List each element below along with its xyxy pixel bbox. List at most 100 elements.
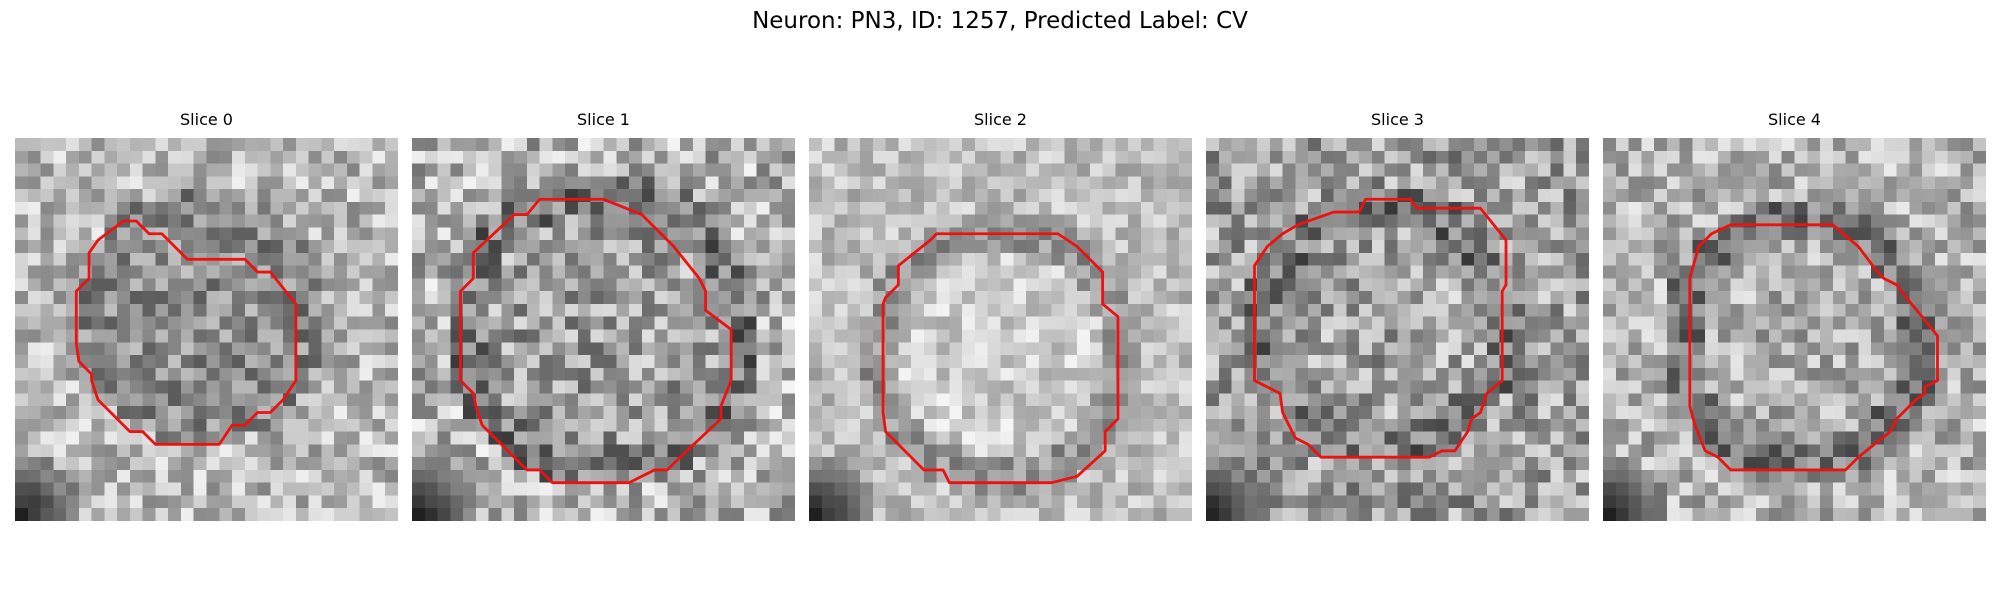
pixel	[450, 265, 464, 279]
pixel	[424, 367, 438, 381]
pixel	[1781, 380, 1795, 394]
pixel	[911, 495, 925, 509]
pixel	[206, 163, 220, 177]
pixel	[1013, 150, 1027, 164]
pixel	[321, 150, 335, 164]
pixel	[180, 163, 194, 177]
pixel	[743, 342, 757, 356]
pixel	[911, 214, 925, 228]
pixel	[1397, 240, 1411, 254]
pixel	[1641, 393, 1655, 407]
pixel	[1295, 252, 1309, 266]
pixel	[463, 176, 477, 190]
pixel	[974, 457, 988, 471]
pixel	[1435, 303, 1449, 317]
pixel	[1474, 482, 1488, 496]
pixel	[1384, 214, 1398, 228]
pixel	[1064, 227, 1078, 241]
pixel	[1512, 495, 1526, 509]
pixel	[987, 201, 1001, 215]
pixel	[117, 150, 131, 164]
pixel	[1692, 189, 1706, 203]
pixel	[1013, 380, 1027, 394]
pixel	[1563, 482, 1577, 496]
pixel	[1947, 201, 1961, 215]
pixel	[1218, 482, 1232, 496]
pixel	[1807, 252, 1821, 266]
pixel	[1218, 406, 1232, 420]
pixel	[1064, 380, 1078, 394]
pixel	[295, 482, 309, 496]
pixel	[1717, 418, 1731, 432]
pixel	[501, 252, 515, 266]
pixel	[1576, 150, 1589, 164]
pixel	[1832, 291, 1846, 305]
pixel	[616, 342, 630, 356]
pixel	[1179, 495, 1192, 509]
pixel	[885, 201, 899, 215]
pixel	[1461, 265, 1475, 279]
pixel	[1832, 303, 1846, 317]
pixel	[1641, 278, 1655, 292]
pixel	[193, 138, 207, 152]
pixel	[1435, 380, 1449, 394]
pixel	[1333, 342, 1347, 356]
pixel	[1359, 495, 1373, 509]
pixel	[705, 265, 719, 279]
pixel	[295, 355, 309, 369]
pixel	[743, 393, 757, 407]
pixel	[155, 189, 169, 203]
pixel	[526, 367, 540, 381]
pixel	[1934, 240, 1948, 254]
pixel	[168, 508, 182, 521]
pixel	[616, 176, 630, 190]
pixel	[987, 176, 1001, 190]
pixel	[1550, 252, 1564, 266]
pixel	[821, 469, 835, 483]
pixel	[1947, 163, 1961, 177]
pixel	[27, 431, 41, 445]
pixel	[936, 393, 950, 407]
pixel	[1166, 201, 1180, 215]
pixel	[1410, 329, 1424, 343]
pixel	[654, 278, 668, 292]
pixel	[117, 189, 131, 203]
pixel	[1397, 303, 1411, 317]
pixel	[692, 482, 706, 496]
pixel	[974, 291, 988, 305]
pixel	[308, 278, 322, 292]
pixel	[667, 406, 681, 420]
pixel	[1320, 265, 1334, 279]
pixel	[1807, 495, 1821, 509]
pixel	[718, 303, 732, 317]
pixel	[78, 508, 92, 521]
pixel	[1641, 240, 1655, 254]
pixel	[1384, 469, 1398, 483]
pixel	[1000, 355, 1014, 369]
pixel	[257, 278, 271, 292]
pixel	[257, 469, 271, 483]
pixel	[1359, 482, 1373, 496]
pixel	[641, 265, 655, 279]
pixel	[1537, 252, 1551, 266]
pixel	[1807, 418, 1821, 432]
pixel	[1692, 482, 1706, 496]
pixel	[91, 444, 105, 458]
pixel	[1654, 189, 1668, 203]
pixel	[1973, 495, 1986, 509]
pixel	[1525, 469, 1539, 483]
pixel	[1038, 176, 1052, 190]
pixel	[1128, 444, 1142, 458]
pixel	[283, 418, 297, 432]
pixel	[321, 457, 335, 471]
pixel	[1269, 482, 1283, 496]
pixel	[193, 406, 207, 420]
pixel	[1756, 508, 1770, 521]
pixel	[1089, 508, 1103, 521]
pixel	[1269, 342, 1283, 356]
pixel	[168, 278, 182, 292]
pixel	[756, 418, 770, 432]
pixel	[1051, 367, 1065, 381]
pixel	[949, 508, 963, 521]
pixel	[295, 444, 309, 458]
